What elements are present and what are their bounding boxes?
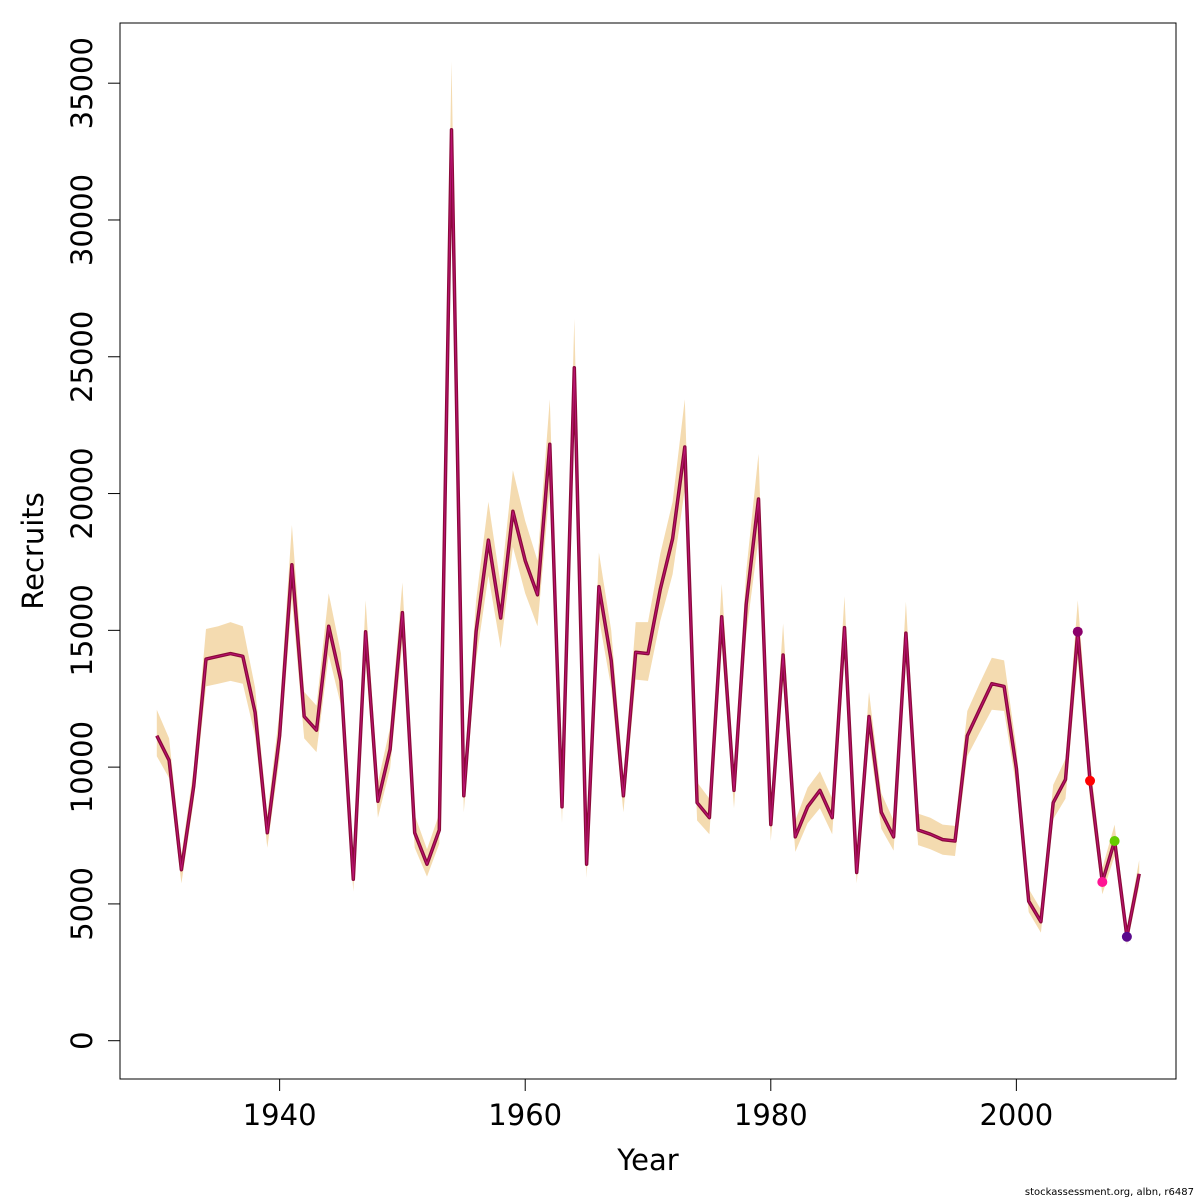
highlight-point-2006 bbox=[1085, 775, 1096, 786]
highlight-point-2009 bbox=[1121, 931, 1132, 942]
y-axis: 0 5000 10000 15000 20000 25000 30000 35000 bbox=[65, 37, 120, 1050]
x-tick-label-1980: 1980 bbox=[734, 1098, 808, 1132]
y-tick-label-5000: 5000 bbox=[65, 867, 99, 941]
y-tick-label-15000: 15000 bbox=[65, 584, 99, 676]
plot-frame bbox=[119, 22, 1177, 1080]
y-axis-label: Recruits bbox=[16, 492, 50, 609]
y-tick-label-35000: 35000 bbox=[65, 37, 99, 129]
highlight-point-2008 bbox=[1109, 835, 1120, 846]
recruits-series-line-inner bbox=[156, 129, 1140, 938]
y-tick-label-0: 0 bbox=[65, 1031, 99, 1049]
y-tick-label-25000: 25000 bbox=[65, 311, 99, 403]
highlight-points-layer bbox=[1072, 626, 1132, 942]
x-axis-label: Year bbox=[616, 1143, 678, 1177]
x-axis: 1940 1960 1980 2000 bbox=[243, 1079, 1053, 1132]
y-tick-label-30000: 30000 bbox=[65, 174, 99, 266]
y-tick-label-20000: 20000 bbox=[65, 447, 99, 539]
x-tick-label-1940: 1940 bbox=[243, 1098, 317, 1132]
series-line-layer bbox=[155, 127, 1141, 939]
highlight-point-2005 bbox=[1072, 626, 1083, 637]
x-tick-label-2000: 2000 bbox=[979, 1098, 1053, 1132]
source-credit: stockassessment.org, albn, r6487 bbox=[1024, 1187, 1194, 1198]
x-tick-label-1960: 1960 bbox=[488, 1098, 562, 1132]
highlight-point-2007 bbox=[1097, 877, 1108, 888]
y-tick-label-10000: 10000 bbox=[65, 721, 99, 813]
